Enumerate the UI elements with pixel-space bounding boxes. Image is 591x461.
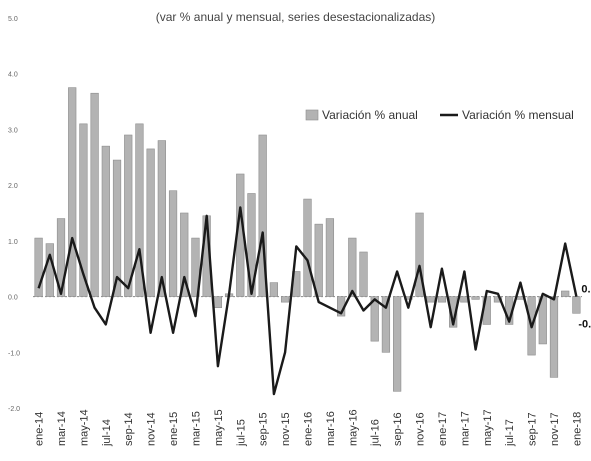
y-tick-label: 5.0 (8, 16, 18, 23)
legend-label-mensual: Variación % mensual (462, 108, 574, 122)
bar-anual (471, 296, 480, 300)
legend-label-anual: Variación % anual (322, 108, 418, 122)
bar-anual (90, 92, 99, 297)
bar-anual (258, 134, 267, 297)
y-tick-label: -1.0 (8, 350, 20, 357)
annotation-anual: -0.3 (578, 318, 591, 330)
bar-anual (415, 212, 424, 297)
x-tick-label: jul-17 (504, 419, 516, 447)
bar-anual (280, 296, 290, 303)
bar-anual (437, 296, 447, 303)
bar-anual (68, 87, 77, 297)
legend-swatch-anual (305, 109, 319, 121)
bar-anual (269, 282, 278, 297)
y-tick-label: 3.0 (8, 127, 18, 134)
bar-anual (45, 243, 54, 297)
y-tick-label: 1.0 (8, 239, 18, 246)
x-tick-label: may-15 (213, 409, 225, 446)
bar-anual (180, 212, 189, 297)
x-tick-label: nov-14 (146, 412, 158, 446)
x-tick-label: ene-17 (437, 412, 449, 446)
bar-anual (393, 296, 402, 392)
bar-anual (112, 159, 122, 297)
bar-anual (561, 290, 570, 297)
x-tick-label: mar-16 (325, 411, 337, 446)
x-tick-label: jul-15 (235, 419, 247, 447)
x-tick-label: ene-18 (571, 412, 583, 446)
x-tick-label: ene-14 (34, 412, 46, 446)
x-tick-label: ene-16 (303, 412, 315, 446)
y-tick-label: 0.0 (8, 295, 18, 302)
annotation-mensual: 0.0 (581, 284, 591, 296)
bar-anual (348, 237, 357, 297)
bar-anual (213, 296, 222, 309)
x-tick-label: mar-17 (459, 411, 471, 446)
bar-anual (247, 193, 256, 297)
x-tick-label: mar-14 (56, 411, 68, 446)
bar-anual (124, 134, 133, 297)
x-tick-label: nov-15 (280, 412, 292, 446)
x-tick-label: jul-16 (370, 419, 382, 447)
x-tick-label: mar-15 (190, 411, 202, 446)
x-tick-label: may-17 (482, 409, 494, 446)
x-tick-label: jul-14 (101, 419, 113, 447)
chart-subtitle: (var % anual y mensual, series desestaci… (155, 10, 436, 24)
y-tick-label: -2.0 (8, 406, 20, 413)
bar-anual (191, 237, 200, 297)
bar-anual (549, 296, 559, 378)
bar-anual (56, 218, 66, 297)
x-tick-label: ene-15 (168, 412, 180, 446)
y-tick-label: 2.0 (8, 183, 18, 190)
x-tick-label: nov-16 (415, 412, 427, 446)
x-tick-label: sep-17 (527, 412, 539, 446)
bar-anual (34, 237, 43, 297)
bar-anual (101, 145, 110, 297)
x-tick-label: sep-15 (258, 412, 270, 446)
bar-anual (572, 296, 581, 314)
line-mensual (37, 206, 578, 396)
bar-anual (359, 251, 368, 297)
bar-anual (381, 296, 391, 353)
bar-anual (135, 123, 144, 297)
bar-anual (370, 296, 379, 342)
y-tick-label: 4.0 (8, 72, 18, 79)
x-tick-label: sep-16 (392, 412, 404, 446)
bar-anual (314, 223, 323, 297)
bar-anual (157, 140, 166, 297)
bar-anual (426, 296, 435, 303)
x-tick-label: may-14 (78, 409, 90, 446)
bar-anual (146, 148, 155, 297)
bar-anual (79, 123, 88, 297)
bar-anual (168, 190, 178, 297)
bar-anual (303, 198, 312, 297)
bar-anual (325, 218, 335, 297)
x-tick-label: nov-17 (549, 412, 561, 446)
x-tick-label: may-16 (347, 409, 359, 446)
x-tick-label: sep-14 (123, 412, 135, 446)
